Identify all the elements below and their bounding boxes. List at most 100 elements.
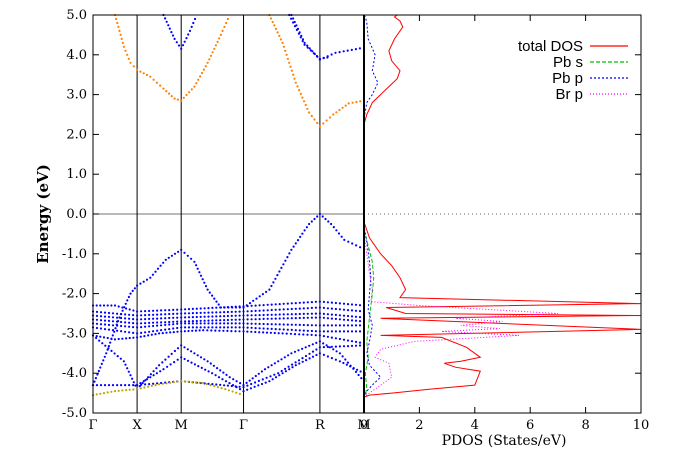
band-point — [107, 328, 111, 331]
band-point — [304, 103, 307, 107]
band-point — [125, 389, 128, 392]
band-point — [250, 322, 253, 325]
band-point — [127, 57, 130, 60]
band-point — [289, 332, 292, 335]
band-point — [211, 294, 214, 297]
band-point — [218, 329, 221, 332]
band-point — [103, 384, 107, 387]
band-point — [301, 96, 304, 99]
band-point — [165, 382, 168, 385]
band-point — [290, 302, 293, 305]
band-point — [136, 326, 139, 329]
band-point — [322, 330, 325, 333]
band-point — [203, 319, 206, 322]
band-point — [190, 361, 193, 364]
band-point — [346, 303, 350, 306]
band-point — [282, 308, 285, 311]
band-point — [334, 345, 337, 348]
band-point — [148, 383, 151, 386]
band-point — [124, 325, 127, 328]
band-point — [132, 326, 135, 329]
band-point — [183, 40, 186, 43]
band-point — [225, 21, 228, 25]
band-point — [124, 49, 127, 52]
band-point — [103, 328, 107, 331]
band-point — [161, 382, 164, 385]
band-point — [268, 380, 271, 383]
band-point — [301, 232, 304, 235]
band-point — [318, 306, 321, 309]
band-point — [341, 355, 344, 358]
band-point — [211, 322, 214, 325]
band-point — [199, 322, 202, 325]
band-point — [360, 377, 363, 380]
band-point — [117, 337, 120, 341]
band-point — [260, 370, 263, 373]
band-point — [318, 300, 321, 303]
band-point — [310, 301, 313, 304]
band-point — [95, 393, 98, 396]
band-point — [269, 17, 273, 20]
band-point — [211, 315, 214, 318]
band-point — [350, 330, 354, 333]
band-point — [187, 320, 191, 323]
band-point — [209, 362, 212, 365]
band-point — [215, 383, 218, 386]
band-point — [359, 370, 362, 373]
band-point — [187, 380, 190, 383]
band-point — [246, 330, 249, 333]
band-point — [136, 388, 139, 391]
band-point — [326, 330, 329, 333]
band-point — [156, 329, 159, 332]
band-point — [129, 374, 132, 377]
band-point — [303, 43, 306, 46]
band-point — [330, 357, 333, 360]
band-point — [167, 355, 170, 358]
band-point — [242, 326, 245, 329]
band-point — [180, 380, 183, 383]
band-point — [235, 380, 238, 383]
band-point — [136, 68, 139, 71]
band-point — [120, 312, 123, 316]
band-point — [262, 322, 265, 326]
band-point — [95, 318, 99, 321]
band-point — [169, 363, 172, 366]
band-point — [106, 391, 109, 394]
band-point — [254, 330, 257, 334]
band-point — [314, 334, 317, 337]
band-point — [325, 119, 328, 122]
band-point — [308, 352, 311, 355]
band-point — [253, 385, 256, 388]
band-point — [107, 345, 110, 348]
band-point — [185, 37, 188, 40]
band-point — [292, 245, 295, 248]
band-point — [95, 326, 99, 330]
band-point — [180, 320, 183, 323]
band-point — [337, 232, 341, 235]
band-point — [266, 317, 269, 320]
band-point — [298, 301, 301, 304]
band-point — [184, 308, 187, 311]
band-point — [311, 350, 315, 353]
band-point — [352, 367, 355, 370]
band-point — [159, 264, 162, 267]
band-point — [219, 383, 222, 386]
band-point — [223, 306, 226, 309]
band-point — [168, 316, 171, 320]
band-point — [170, 352, 173, 355]
band-point — [286, 256, 289, 259]
band-point — [182, 96, 185, 99]
band-point — [139, 387, 142, 390]
band-point — [195, 307, 198, 310]
band-point — [186, 254, 189, 257]
band-point — [332, 226, 335, 229]
band-point — [223, 384, 226, 387]
band-point — [226, 322, 229, 325]
band-point — [291, 366, 294, 369]
band-point — [338, 308, 341, 311]
band-point — [156, 321, 159, 324]
band-point — [299, 92, 302, 95]
band-point — [298, 329, 301, 332]
band-point — [221, 29, 224, 32]
